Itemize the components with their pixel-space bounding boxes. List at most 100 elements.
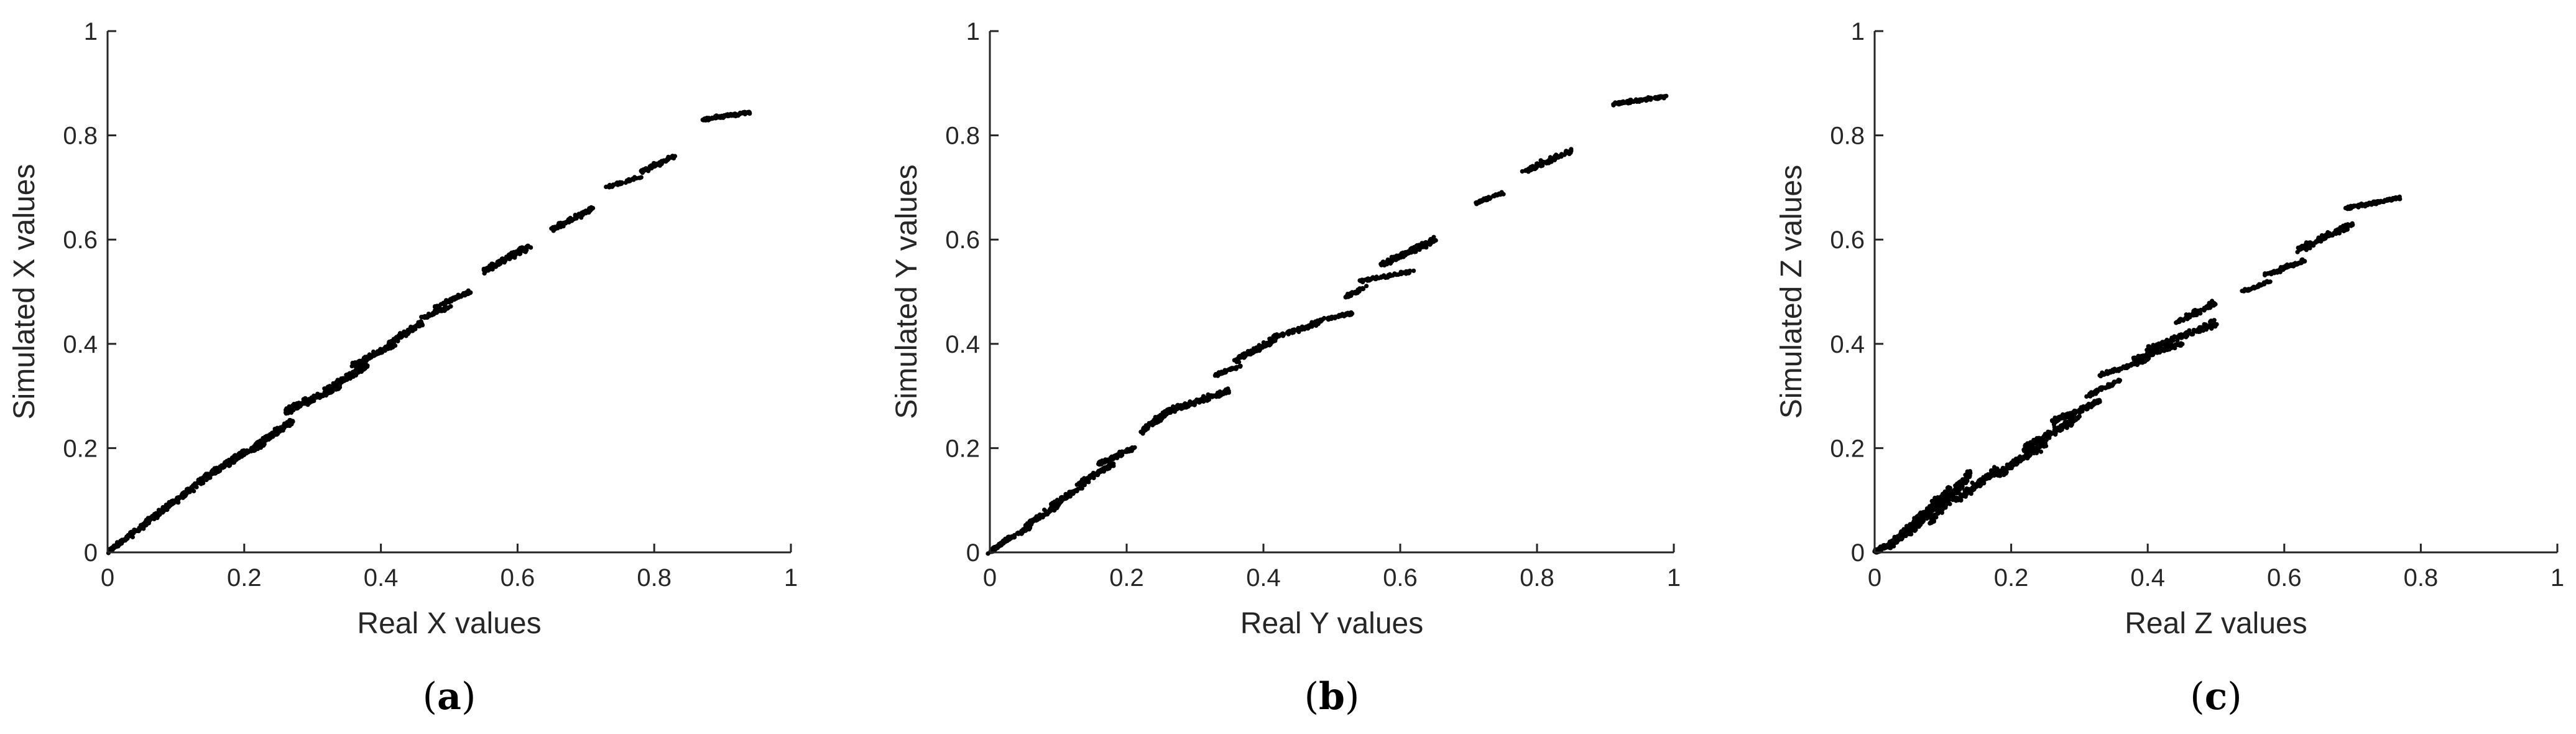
data-point (357, 359, 362, 364)
data-point (1989, 469, 1994, 474)
data-point (352, 363, 357, 368)
data-point (312, 398, 316, 404)
data-point (2170, 338, 2175, 343)
data-point (1019, 531, 1024, 536)
data-point (2103, 371, 2108, 376)
x-tick-label: 0.2 (227, 564, 262, 592)
data-point (1539, 160, 1544, 165)
data-point (1342, 312, 1347, 317)
data-point (1234, 360, 1239, 365)
data-point (192, 483, 197, 488)
data-point (402, 332, 407, 337)
data-point (1962, 491, 1967, 496)
data-point (367, 352, 372, 357)
axes-a: 0 0.2 0.4 0.6 0.8 100.20.40.60.81 (63, 18, 798, 592)
data-point (1268, 337, 1273, 341)
data-point (1946, 489, 1950, 494)
data-point (240, 453, 245, 458)
data-point (433, 304, 439, 309)
caption-close: ) (461, 675, 476, 718)
x-tick-label: 1 (784, 564, 798, 592)
x-tick-label: 0 (983, 564, 997, 592)
scatter-points-a (106, 109, 752, 555)
data-point (615, 180, 620, 185)
data-point (224, 458, 229, 463)
data-point (340, 376, 345, 382)
data-point (1633, 97, 1638, 102)
data-point (1145, 423, 1150, 428)
data-point (1411, 268, 1416, 273)
data-point (1007, 534, 1012, 539)
x-tick-label: 0.2 (1109, 564, 1144, 592)
data-point (1520, 169, 1525, 174)
data-point (1927, 521, 1932, 526)
data-point (997, 542, 1002, 547)
data-point (381, 348, 386, 353)
data-point (295, 402, 300, 407)
data-point (639, 169, 644, 174)
data-point (1535, 164, 1540, 169)
data-point (1959, 481, 1964, 486)
data-point (1178, 403, 1183, 408)
data-point (438, 308, 443, 313)
data-point (1049, 501, 1054, 506)
data-point (438, 302, 443, 307)
data-point (713, 114, 718, 119)
data-point (1349, 293, 1354, 299)
y-tick-label: 0.6 (945, 226, 980, 254)
data-point (157, 512, 162, 517)
data-point (1656, 96, 1661, 101)
data-point (2154, 345, 2159, 350)
data-point (659, 159, 664, 164)
data-point (334, 379, 339, 384)
data-point (1661, 96, 1666, 101)
data-point (625, 179, 630, 184)
data-point (665, 157, 670, 163)
data-point (442, 302, 447, 307)
data-point (2052, 420, 2057, 425)
data-point (520, 247, 525, 252)
y-axis-label: Simulated X values (8, 164, 41, 420)
data-point (1156, 414, 1162, 419)
data-point (2107, 382, 2112, 387)
data-point (2197, 326, 2202, 331)
data-point (2067, 414, 2072, 419)
y-tick-label: 0.4 (945, 331, 980, 358)
data-point (1975, 483, 1980, 488)
data-point (348, 376, 353, 381)
data-point (1183, 402, 1189, 407)
data-point (481, 266, 486, 271)
data-point (231, 456, 236, 461)
data-point (644, 166, 649, 171)
data-point (302, 399, 307, 404)
data-point (1097, 462, 1102, 467)
data-point (2007, 466, 2013, 471)
data-point (197, 479, 202, 484)
y-tick-label: 1 (84, 18, 98, 45)
data-point (460, 292, 465, 297)
data-point (670, 155, 675, 160)
data-point (1296, 325, 1301, 331)
data-point (271, 432, 276, 437)
x-axis-label: Real Y values (1240, 607, 1423, 640)
x-tick-label: 0.6 (501, 564, 535, 592)
y-axis-label: Simulated Y values (890, 164, 923, 419)
data-point (2177, 335, 2182, 340)
data-point (362, 366, 367, 371)
data-point (1077, 481, 1082, 486)
data-point (2145, 348, 2150, 353)
data-point (2020, 455, 2025, 461)
data-point (2087, 404, 2092, 409)
data-point (524, 248, 529, 253)
data-point (1394, 253, 1399, 258)
data-point (1407, 268, 1413, 273)
y-tick-label: 0.8 (63, 123, 98, 150)
data-point (1498, 191, 1503, 196)
y-tick-label: 0 (84, 539, 98, 567)
data-point (282, 424, 287, 429)
y-tick-label: 0 (966, 539, 980, 567)
data-point (1290, 327, 1295, 333)
data-point (1192, 402, 1197, 407)
data-point (2034, 436, 2039, 441)
data-point (1081, 477, 1086, 483)
